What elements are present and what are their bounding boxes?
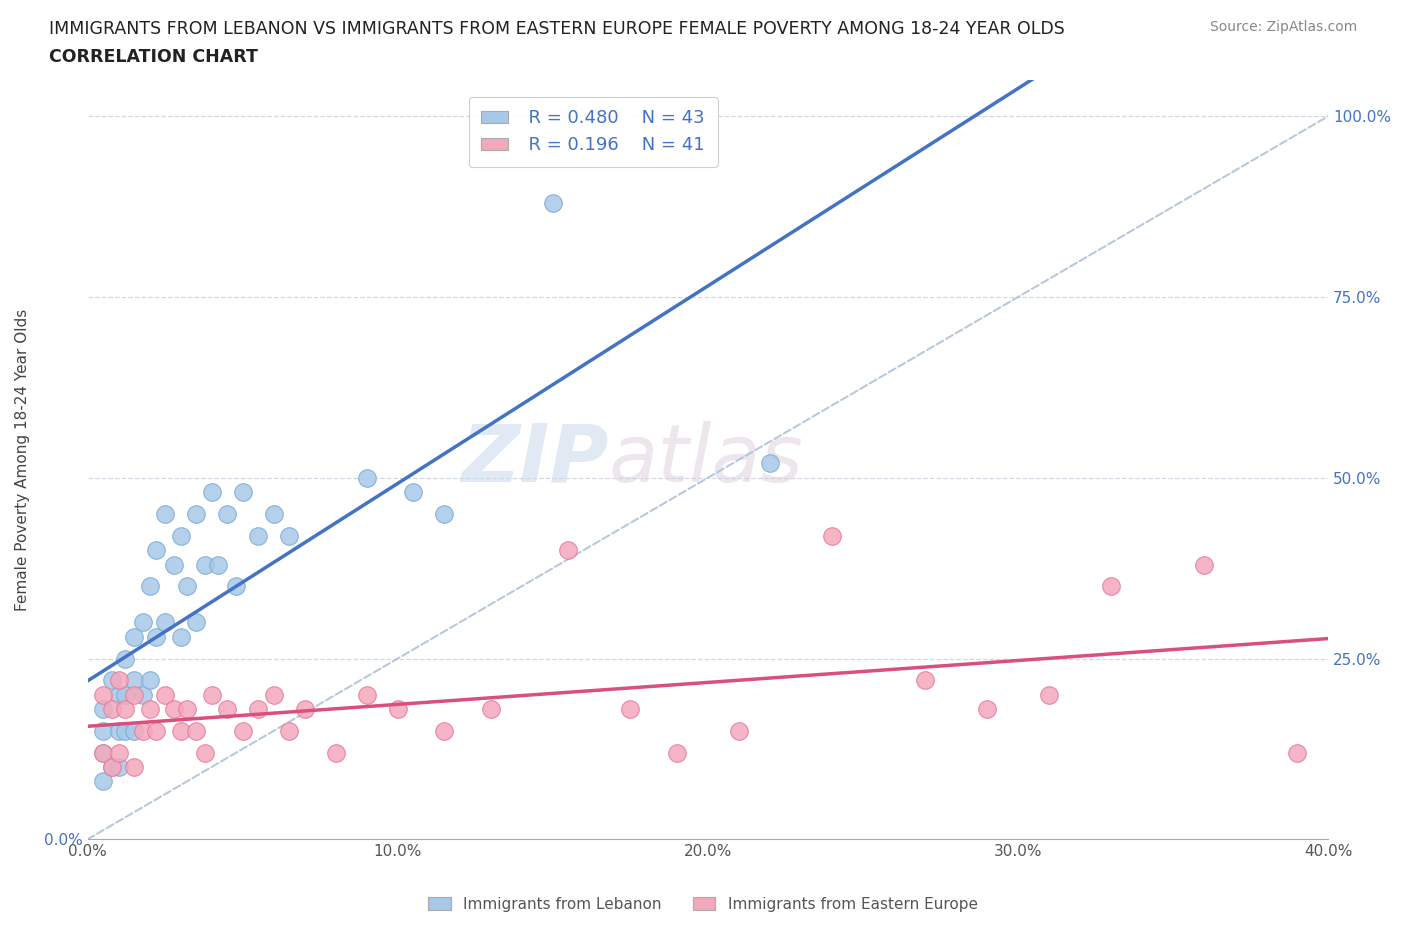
Point — [132, 687, 155, 702]
Point — [263, 507, 285, 522]
Point — [91, 702, 114, 717]
Point — [194, 557, 217, 572]
Point — [145, 543, 167, 558]
Point — [184, 724, 207, 738]
Point — [387, 702, 409, 717]
Y-axis label: Female Poverty Among 18-24 Year Olds: Female Poverty Among 18-24 Year Olds — [15, 309, 30, 611]
Point — [145, 724, 167, 738]
Point — [122, 630, 145, 644]
Point — [114, 724, 136, 738]
Point — [114, 702, 136, 717]
Point — [200, 485, 222, 499]
Point — [122, 760, 145, 775]
Point — [169, 724, 191, 738]
Point — [225, 578, 247, 593]
Point — [169, 528, 191, 543]
Legend: Immigrants from Lebanon, Immigrants from Eastern Europe: Immigrants from Lebanon, Immigrants from… — [422, 890, 984, 918]
Point — [176, 702, 198, 717]
Point — [759, 456, 782, 471]
Point — [263, 687, 285, 702]
Point — [557, 543, 579, 558]
Point — [665, 745, 688, 760]
Point — [138, 702, 160, 717]
Point — [207, 557, 229, 572]
Point — [138, 672, 160, 687]
Point — [1192, 557, 1215, 572]
Point — [101, 760, 124, 775]
Point — [163, 702, 186, 717]
Point — [153, 615, 176, 630]
Text: ZIP: ZIP — [461, 420, 609, 498]
Point — [433, 724, 456, 738]
Point — [101, 702, 124, 717]
Point — [122, 672, 145, 687]
Point — [247, 528, 270, 543]
Point — [914, 672, 936, 687]
Point — [194, 745, 217, 760]
Point — [91, 774, 114, 789]
Point — [217, 702, 239, 717]
Point — [101, 760, 124, 775]
Point — [325, 745, 347, 760]
Point — [619, 702, 641, 717]
Point — [122, 687, 145, 702]
Point — [107, 724, 129, 738]
Point — [433, 507, 456, 522]
Point — [91, 724, 114, 738]
Point — [541, 195, 564, 210]
Point — [91, 687, 114, 702]
Point — [169, 630, 191, 644]
Point — [402, 485, 425, 499]
Point — [232, 724, 254, 738]
Legend:   R = 0.480    N = 43,   R = 0.196    N = 41: R = 0.480 N = 43, R = 0.196 N = 41 — [468, 97, 717, 167]
Point — [122, 724, 145, 738]
Point — [278, 528, 301, 543]
Point — [232, 485, 254, 499]
Point — [727, 724, 749, 738]
Text: IMMIGRANTS FROM LEBANON VS IMMIGRANTS FROM EASTERN EUROPE FEMALE POVERTY AMONG 1: IMMIGRANTS FROM LEBANON VS IMMIGRANTS FR… — [49, 20, 1064, 38]
Point — [247, 702, 270, 717]
Point — [107, 672, 129, 687]
Point — [278, 724, 301, 738]
Point — [1099, 578, 1122, 593]
Text: Source: ZipAtlas.com: Source: ZipAtlas.com — [1209, 20, 1357, 34]
Point — [132, 724, 155, 738]
Point — [176, 578, 198, 593]
Point — [1286, 745, 1309, 760]
Point — [184, 615, 207, 630]
Point — [294, 702, 316, 717]
Point — [114, 687, 136, 702]
Point — [107, 687, 129, 702]
Point — [107, 745, 129, 760]
Point — [91, 745, 114, 760]
Text: CORRELATION CHART: CORRELATION CHART — [49, 48, 259, 66]
Point — [200, 687, 222, 702]
Text: atlas: atlas — [609, 420, 803, 498]
Point — [145, 630, 167, 644]
Point — [114, 651, 136, 666]
Point — [821, 528, 844, 543]
Point — [138, 578, 160, 593]
Point — [479, 702, 502, 717]
Point — [132, 615, 155, 630]
Point — [163, 557, 186, 572]
Point — [217, 507, 239, 522]
Point — [91, 745, 114, 760]
Point — [153, 507, 176, 522]
Point — [101, 672, 124, 687]
Point — [1038, 687, 1060, 702]
Point — [356, 687, 378, 702]
Point — [153, 687, 176, 702]
Point — [107, 760, 129, 775]
Point — [976, 702, 998, 717]
Point — [184, 507, 207, 522]
Point — [356, 471, 378, 485]
